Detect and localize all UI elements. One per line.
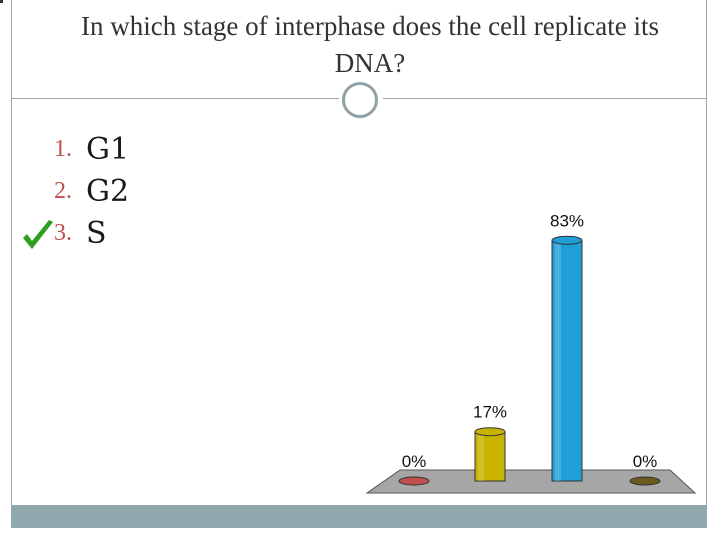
bar-cap-3 xyxy=(551,235,583,245)
answer-label: G1 xyxy=(86,132,130,167)
bar-cap-4 xyxy=(629,476,661,486)
title-divider-right xyxy=(383,98,707,99)
divider-ring-icon xyxy=(342,82,378,118)
answer-label: S xyxy=(86,216,107,251)
answer-number: 3. xyxy=(54,220,72,246)
bar-highlight xyxy=(478,431,484,481)
data-label-3: 83% xyxy=(550,211,584,230)
bar-cap-2 xyxy=(474,427,506,437)
slide-title: In which stage of interphase does the ce… xyxy=(80,11,660,78)
data-label-1: 0% xyxy=(402,452,427,471)
answer-label: G2 xyxy=(86,174,130,209)
checkmark-icon xyxy=(23,220,53,249)
bar-cap-1 xyxy=(398,476,430,486)
bar-3 xyxy=(551,239,583,482)
bar-2 xyxy=(474,431,506,482)
title-divider-left xyxy=(11,98,339,99)
data-label-2: 17% xyxy=(473,403,507,422)
footer-bar xyxy=(11,505,707,528)
answer-number: 2. xyxy=(54,178,72,204)
data-label-4: 0% xyxy=(633,452,658,471)
answer-number: 1. xyxy=(54,136,72,162)
corner-mark xyxy=(0,0,3,3)
bar-highlight xyxy=(555,240,561,481)
